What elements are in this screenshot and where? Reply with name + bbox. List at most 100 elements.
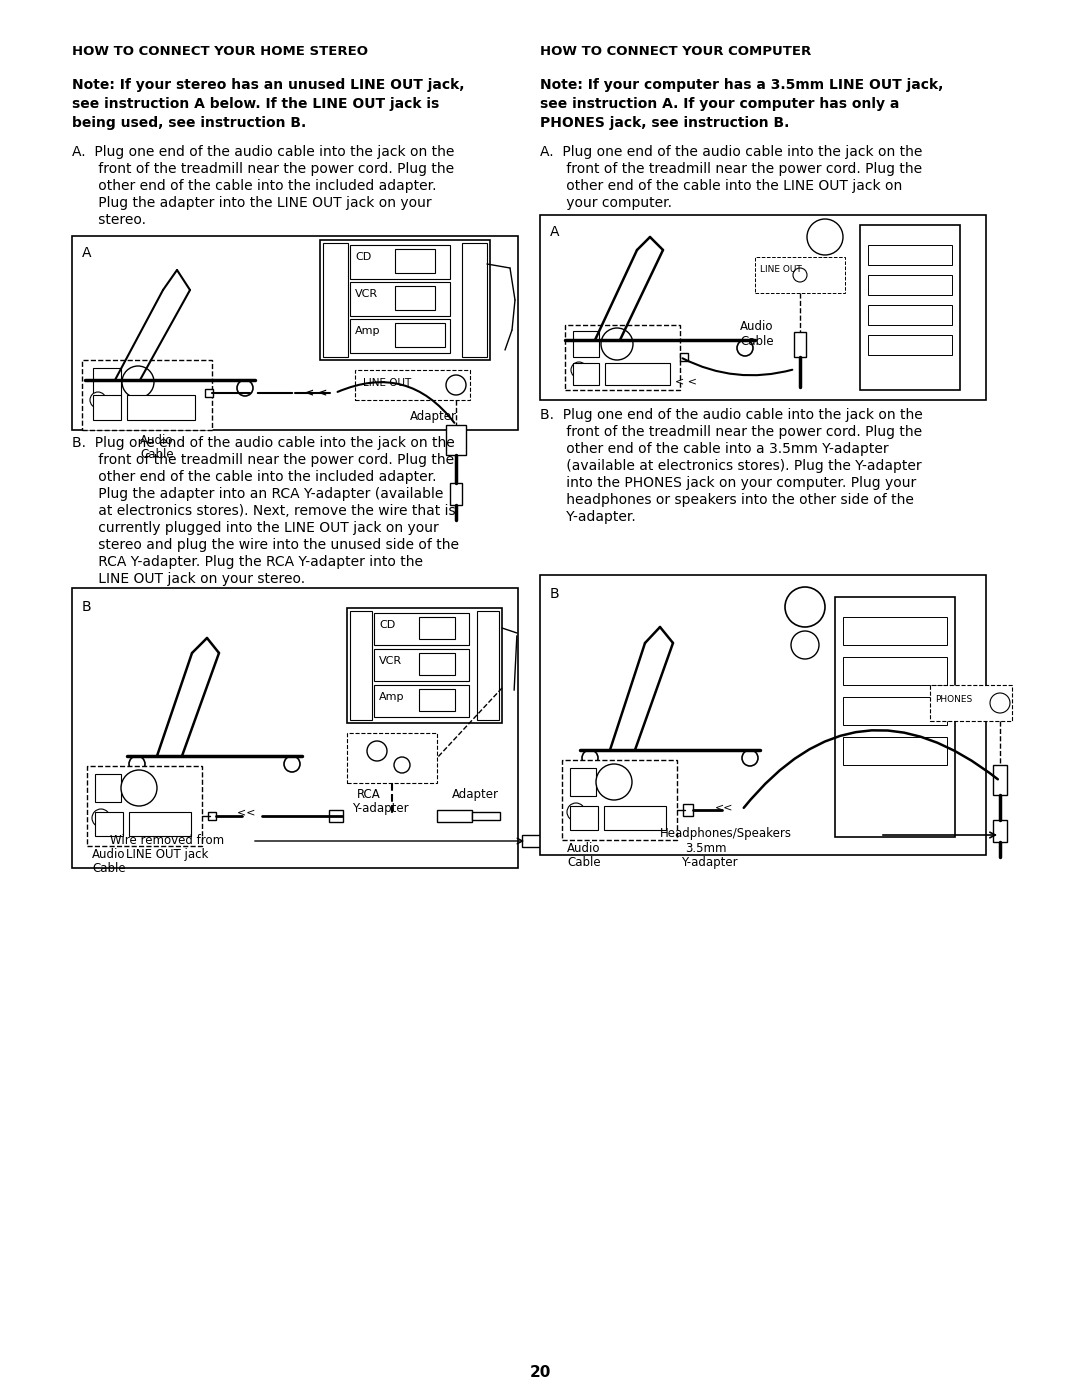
- Bar: [755, 257, 845, 293]
- Bar: [570, 768, 596, 796]
- Text: Cable: Cable: [567, 856, 600, 869]
- Bar: [930, 685, 1012, 721]
- Text: Wire removed from: Wire removed from: [110, 834, 224, 847]
- Bar: [604, 806, 666, 830]
- Bar: [208, 812, 216, 820]
- Text: into the PHONES jack on your computer. Plug your: into the PHONES jack on your computer. P…: [540, 476, 916, 490]
- Text: Amp: Amp: [379, 692, 405, 703]
- Bar: [323, 243, 348, 358]
- Bar: [419, 652, 455, 675]
- Bar: [462, 243, 487, 358]
- Bar: [129, 812, 191, 835]
- Text: your computer.: your computer.: [540, 196, 672, 210]
- Bar: [794, 332, 806, 358]
- Bar: [450, 483, 462, 504]
- Circle shape: [90, 393, 106, 408]
- Bar: [843, 697, 947, 725]
- Circle shape: [596, 764, 632, 800]
- Text: Audio: Audio: [140, 434, 174, 447]
- Text: HOW TO CONNECT YOUR COMPUTER: HOW TO CONNECT YOUR COMPUTER: [540, 45, 811, 59]
- Circle shape: [121, 770, 157, 806]
- Text: Adapter: Adapter: [453, 788, 499, 800]
- Circle shape: [791, 631, 819, 659]
- Text: PHONES jack, see instruction B.: PHONES jack, see instruction B.: [540, 116, 789, 130]
- Bar: [540, 215, 986, 400]
- Bar: [95, 774, 121, 802]
- Text: see instruction A below. If the LINE OUT jack is: see instruction A below. If the LINE OUT…: [72, 96, 440, 110]
- Text: other end of the cable into the included adapter.: other end of the cable into the included…: [72, 469, 436, 483]
- Circle shape: [807, 219, 843, 256]
- Text: PHONES: PHONES: [935, 694, 972, 704]
- Bar: [843, 657, 947, 685]
- Text: Y-adapter: Y-adapter: [681, 856, 738, 869]
- Bar: [419, 617, 455, 638]
- Bar: [347, 733, 437, 782]
- Circle shape: [237, 380, 253, 395]
- Text: front of the treadmill near the power cord. Plug the: front of the treadmill near the power co…: [72, 453, 454, 467]
- Circle shape: [284, 756, 300, 773]
- Bar: [605, 363, 670, 386]
- Text: Plug the adapter into an RCA Y-adapter (available: Plug the adapter into an RCA Y-adapter (…: [72, 488, 444, 502]
- Text: Headphones/Speakers: Headphones/Speakers: [660, 827, 792, 840]
- Text: LINE OUT: LINE OUT: [363, 379, 411, 388]
- Text: at electronics stores). Next, remove the wire that is: at electronics stores). Next, remove the…: [72, 504, 456, 518]
- Circle shape: [990, 693, 1010, 712]
- Bar: [565, 326, 680, 390]
- Text: stereo.: stereo.: [72, 212, 146, 226]
- Bar: [868, 305, 951, 326]
- Bar: [350, 319, 450, 353]
- Bar: [93, 395, 121, 420]
- Bar: [573, 331, 599, 358]
- Text: Audio: Audio: [92, 848, 125, 861]
- Bar: [522, 835, 552, 847]
- Text: Cable: Cable: [740, 335, 773, 348]
- Text: LINE OUT jack on your stereo.: LINE OUT jack on your stereo.: [72, 571, 306, 585]
- Bar: [683, 805, 693, 816]
- Text: front of the treadmill near the power cord. Plug the: front of the treadmill near the power co…: [540, 162, 922, 176]
- Text: B: B: [82, 599, 92, 615]
- Bar: [87, 766, 202, 847]
- Text: stereo and plug the wire into the unused side of the: stereo and plug the wire into the unused…: [72, 538, 459, 552]
- Bar: [843, 617, 947, 645]
- Text: VCR: VCR: [355, 289, 378, 299]
- Circle shape: [87, 380, 103, 395]
- Circle shape: [567, 803, 585, 821]
- Text: other end of the cable into the LINE OUT jack on: other end of the cable into the LINE OUT…: [540, 179, 902, 193]
- Bar: [540, 576, 986, 855]
- Text: Y-adapter: Y-adapter: [352, 802, 408, 814]
- Circle shape: [129, 756, 145, 773]
- Circle shape: [600, 328, 633, 360]
- Text: Audio: Audio: [567, 842, 600, 855]
- Text: LINE OUT: LINE OUT: [760, 265, 801, 274]
- Text: Cable: Cable: [140, 448, 174, 461]
- Text: 3.5mm: 3.5mm: [685, 842, 727, 855]
- Text: B: B: [550, 587, 559, 601]
- Circle shape: [367, 740, 387, 761]
- Text: <<: <<: [237, 807, 259, 819]
- Circle shape: [122, 366, 154, 398]
- Text: other end of the cable into the included adapter.: other end of the cable into the included…: [72, 179, 436, 193]
- Text: A.  Plug one end of the audio cable into the jack on the: A. Plug one end of the audio cable into …: [540, 145, 922, 159]
- Text: other end of the cable into a 3.5mm Y-adapter: other end of the cable into a 3.5mm Y-ad…: [540, 441, 889, 455]
- Bar: [868, 275, 951, 295]
- Bar: [350, 282, 450, 316]
- Text: Note: If your computer has a 3.5mm LINE OUT jack,: Note: If your computer has a 3.5mm LINE …: [540, 78, 943, 92]
- Bar: [95, 812, 123, 835]
- Bar: [395, 249, 435, 272]
- Text: Cable: Cable: [92, 862, 125, 875]
- Bar: [205, 388, 213, 397]
- Bar: [573, 363, 599, 386]
- Text: < <: < <: [305, 388, 327, 398]
- Text: (available at electronics stores). Plug the Y-adapter: (available at electronics stores). Plug …: [540, 460, 921, 474]
- Bar: [446, 425, 465, 455]
- Text: <<: <<: [715, 802, 733, 812]
- Text: front of the treadmill near the power cord. Plug the: front of the treadmill near the power co…: [72, 162, 454, 176]
- Bar: [329, 810, 343, 821]
- Text: RCA Y-adapter. Plug the RCA Y-adapter into the: RCA Y-adapter. Plug the RCA Y-adapter in…: [72, 555, 423, 569]
- Circle shape: [793, 268, 807, 282]
- Circle shape: [813, 258, 837, 282]
- Text: HOW TO CONNECT YOUR HOME STEREO: HOW TO CONNECT YOUR HOME STEREO: [72, 45, 368, 59]
- Bar: [570, 806, 598, 830]
- Bar: [82, 360, 212, 430]
- Text: LINE OUT jack: LINE OUT jack: [125, 848, 208, 861]
